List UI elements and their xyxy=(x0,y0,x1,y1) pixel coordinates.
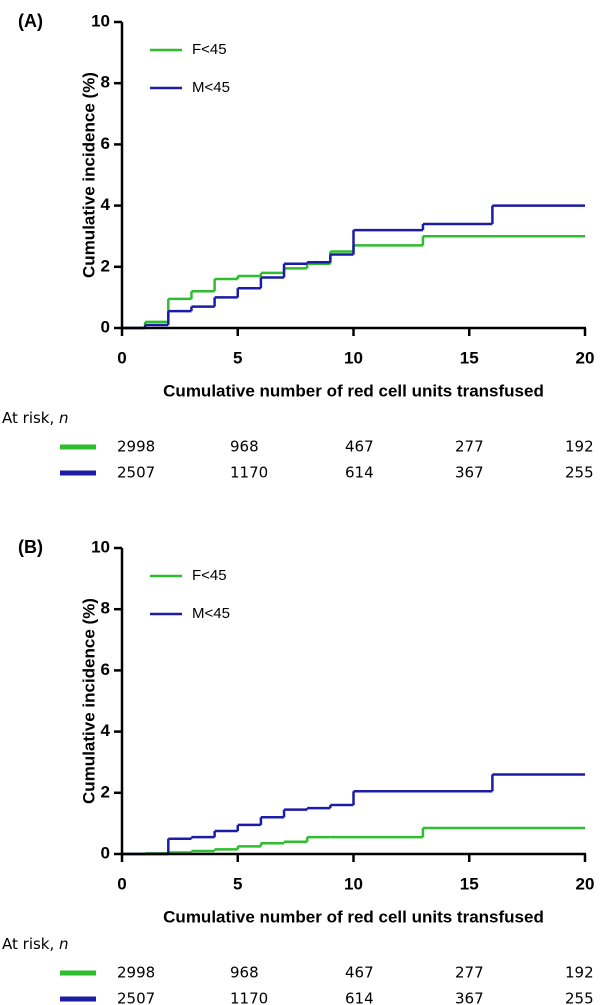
x-tick-label: 15 xyxy=(460,874,479,893)
panel-label: (B) xyxy=(18,537,43,557)
x-tick-label: 5 xyxy=(233,874,242,893)
at-risk-count: 2998 xyxy=(117,964,155,982)
at-risk-count: 192 xyxy=(565,438,594,456)
y-tick-label: 4 xyxy=(101,195,111,214)
at-risk-count: 277 xyxy=(455,964,484,982)
y-tick-label: 2 xyxy=(101,782,110,801)
y-tick-label: 4 xyxy=(101,721,111,740)
x-axis-title: Cumulative number of red cell units tran… xyxy=(163,381,544,400)
x-tick-label: 0 xyxy=(117,874,126,893)
legend-label: F<45 xyxy=(192,567,227,584)
y-axis-title: Cumulative incidence (%) xyxy=(79,72,98,278)
at-risk-count: 1170 xyxy=(230,464,268,482)
at-risk-label: At risk, n xyxy=(2,935,69,953)
x-tick-label: 20 xyxy=(576,874,595,893)
legend-label: M<45 xyxy=(192,79,230,96)
at-risk-count: 968 xyxy=(230,438,259,456)
at-risk-count: 2507 xyxy=(117,464,155,482)
at-risk-count: 467 xyxy=(345,438,374,456)
at-risk-count: 467 xyxy=(345,964,374,982)
y-tick-label: 8 xyxy=(101,73,110,92)
y-axis-title: Cumulative incidence (%) xyxy=(79,598,98,804)
at-risk-count: 2998 xyxy=(117,438,155,456)
y-tick-label: 10 xyxy=(91,537,110,556)
at-risk-count: 2507 xyxy=(117,990,155,1005)
panel-label: (A) xyxy=(18,11,43,31)
x-tick-label: 5 xyxy=(233,348,242,367)
at-risk-count: 614 xyxy=(345,464,374,482)
y-tick-label: 10 xyxy=(91,11,110,30)
x-tick-label: 10 xyxy=(344,348,363,367)
at-risk-count: 255 xyxy=(565,464,594,482)
at-risk-count: 277 xyxy=(455,438,484,456)
y-tick-label: 2 xyxy=(101,256,110,275)
at-risk-count: 367 xyxy=(455,990,484,1005)
at-risk-count: 614 xyxy=(345,990,374,1005)
at-risk-n: n xyxy=(59,935,69,953)
x-axis-title: Cumulative number of red cell units tran… xyxy=(163,907,544,926)
at-risk-count: 255 xyxy=(565,990,594,1005)
at-risk-text: At risk, xyxy=(2,409,59,427)
legend-label: M<45 xyxy=(192,605,230,622)
y-tick-label: 0 xyxy=(101,317,110,336)
x-tick-label: 10 xyxy=(344,874,363,893)
x-tick-label: 20 xyxy=(576,348,595,367)
y-tick-label: 8 xyxy=(101,599,110,618)
at-risk-text: At risk, xyxy=(2,935,59,953)
at-risk-count: 367 xyxy=(455,464,484,482)
at-risk-n: n xyxy=(59,409,69,427)
x-tick-label: 0 xyxy=(117,348,126,367)
at-risk-count: 968 xyxy=(230,964,259,982)
y-tick-label: 6 xyxy=(101,660,110,679)
legend-label: F<45 xyxy=(192,41,227,58)
at-risk-count: 192 xyxy=(565,964,594,982)
y-tick-label: 6 xyxy=(101,134,110,153)
at-risk-label: At risk, n xyxy=(2,409,69,427)
x-tick-label: 15 xyxy=(460,348,479,367)
at-risk-count: 1170 xyxy=(230,990,268,1005)
y-tick-label: 0 xyxy=(101,843,110,862)
